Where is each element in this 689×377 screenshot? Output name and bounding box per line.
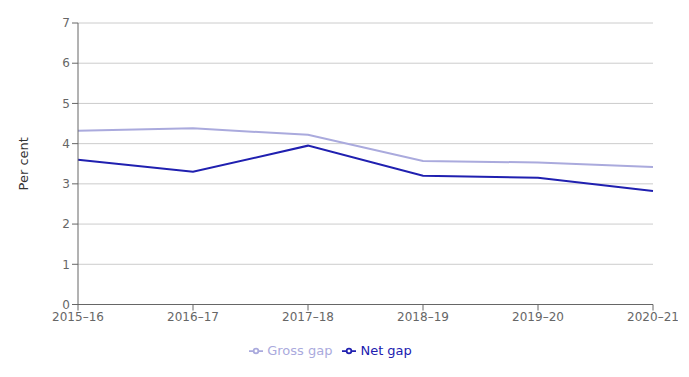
svg-text:2019–20: 2019–20 (512, 310, 564, 324)
svg-text:2018–19: 2018–19 (397, 310, 449, 324)
html-text:Gross gap: Gross gap (267, 342, 333, 358)
html-text:Net gap: Net gap (360, 342, 412, 358)
svg-text:3: 3 (62, 177, 70, 191)
svg-text:2: 2 (62, 217, 70, 231)
svg-text:1: 1 (62, 258, 70, 272)
svg-text:4: 4 (62, 137, 70, 151)
svg-text:0: 0 (62, 298, 70, 312)
svg-text:7: 7 (62, 16, 70, 30)
svg-text:2015–16: 2015–16 (52, 310, 104, 324)
svg-text:2017–18: 2017–18 (282, 310, 334, 324)
svg-text:Per cent: Per cent (16, 137, 31, 190)
svg-text:2020–21: 2020–21 (627, 310, 678, 324)
svg-text:2016–17: 2016–17 (167, 310, 219, 324)
svg-text:5: 5 (62, 97, 70, 111)
svg-text:6: 6 (62, 56, 70, 70)
